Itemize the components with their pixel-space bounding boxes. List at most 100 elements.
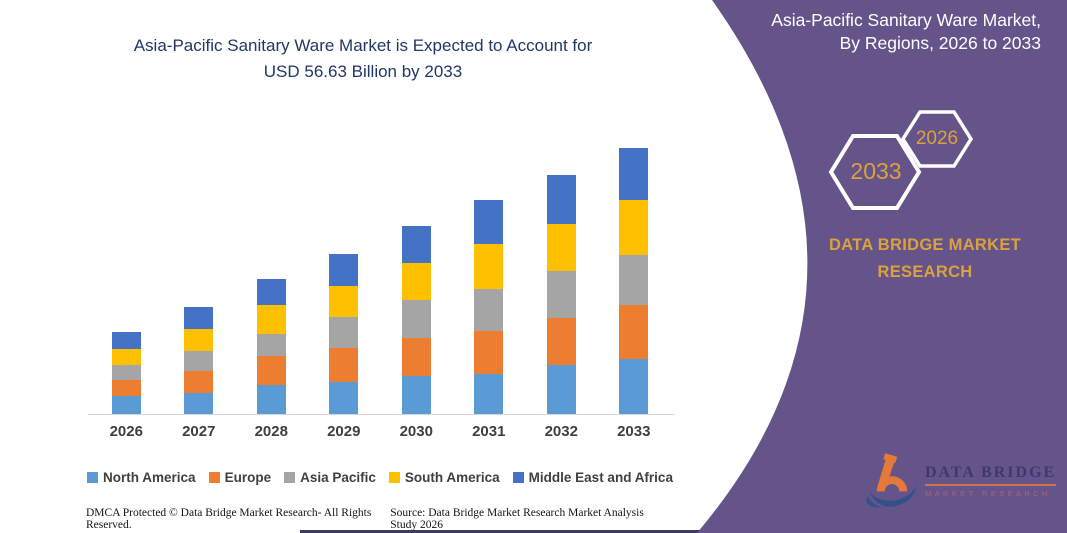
bar-segment-2033-middle-east-and-africa — [619, 148, 649, 201]
brand-name-line2: RESEARCH — [877, 263, 973, 282]
bar-segment-2027-south-america — [184, 328, 214, 351]
logo-tagline: MARKET RESEARCH — [925, 489, 1051, 498]
brand-name-line1: DATA BRIDGE MARKET — [828, 236, 1022, 254]
bar-segment-2031-asia-pacific — [474, 289, 504, 331]
bar-segment-2032-middle-east-and-africa — [546, 174, 576, 224]
legend-item-north-america: North America — [87, 470, 196, 485]
bar-segment-2029-asia-pacific — [329, 317, 359, 348]
bar-2027 — [184, 306, 214, 414]
bar-segment-2028-asia-pacific — [256, 334, 286, 356]
bar-segment-2029-europe — [329, 347, 359, 382]
legend-swatch-icon — [512, 472, 524, 483]
bar-segment-2028-europe — [256, 355, 286, 385]
chart-title-line1: Asia-Pacific Sanitary Ware Market is Exp… — [133, 36, 593, 55]
x-axis-label-2033: 2033 — [617, 423, 651, 440]
legend-swatch-icon — [208, 472, 220, 483]
bar-segment-2026-asia-pacific — [111, 365, 141, 381]
x-axis-label-2027: 2027 — [182, 423, 216, 440]
x-axis-label-2028: 2028 — [254, 423, 288, 440]
hexagon-2026-icon — [900, 110, 974, 168]
bar-segment-2026-south-america — [111, 349, 141, 366]
logo-text: DATA BRIDGE MARKET RESEARCH — [925, 464, 1057, 498]
bar-segment-2030-europe — [401, 338, 431, 376]
bar-segment-2028-middle-east-and-africa — [256, 278, 286, 306]
bar-segment-2027-europe — [184, 371, 214, 394]
bar-segment-2033-asia-pacific — [619, 254, 649, 306]
panel-heading: Asia-Pacific Sanitary Ware Market, By Re… — [771, 9, 1041, 55]
bar-segment-2030-south-america — [401, 263, 431, 301]
panel-heading-line2: By Regions, 2026 to 2033 — [839, 33, 1041, 54]
x-axis-label-2030: 2030 — [399, 423, 433, 440]
bar-segment-2031-europe — [474, 330, 504, 374]
bar-segment-2026-middle-east-and-africa — [111, 332, 141, 350]
bar-segment-2033-north-america — [619, 358, 649, 414]
legend-label: Europe — [224, 470, 272, 485]
x-axis-label-2029: 2029 — [327, 423, 361, 440]
x-axis-label-2026: 2026 — [109, 423, 143, 440]
bar-segment-2026-europe — [111, 380, 141, 396]
bar-2031 — [474, 200, 504, 414]
bar-segment-2030-north-america — [401, 376, 431, 414]
footer: DMCA Protected © Data Bridge Market Rese… — [86, 507, 672, 531]
bar-segment-2027-middle-east-and-africa — [184, 306, 214, 329]
bar-segment-2027-north-america — [184, 393, 214, 414]
hexagon-year-2033: 2033 — [850, 158, 902, 184]
legend-item-south-america: South America — [388, 470, 500, 485]
bar-segment-2027-asia-pacific — [184, 350, 214, 372]
bar-segment-2029-south-america — [329, 286, 359, 318]
bar-segment-2032-south-america — [546, 223, 576, 271]
legend-label: North America — [103, 470, 196, 485]
legend-label: Middle East and Africa — [528, 470, 673, 485]
bar-segment-2032-north-america — [546, 365, 576, 414]
hexagon-year-2026: 2026 — [915, 128, 959, 149]
footer-source-text: Source: Data Bridge Market Research Mark… — [390, 507, 644, 531]
bar-segment-2032-asia-pacific — [546, 270, 576, 318]
bar-2032 — [546, 174, 576, 414]
legend-swatch-icon — [87, 472, 99, 483]
legend-swatch-icon — [284, 472, 296, 483]
legend-item-asia-pacific: Asia Pacific — [284, 470, 376, 485]
bar-segment-2031-south-america — [474, 243, 504, 290]
legend-label: South America — [404, 470, 500, 485]
bar-2026 — [111, 332, 141, 414]
bar-segment-2031-north-america — [474, 373, 504, 414]
data-bridge-logo-icon — [866, 453, 917, 508]
panel-heading-line1: Asia-Pacific Sanitary Ware Market, — [771, 10, 1041, 30]
bar-2033 — [619, 148, 649, 414]
legend-item-middle-east-and-africa: Middle East and Africa — [512, 470, 673, 485]
x-axis-label-2031: 2031 — [472, 423, 506, 440]
bar-segment-2033-south-america — [619, 200, 649, 255]
bar-segment-2028-south-america — [256, 305, 286, 335]
data-bridge-logo: DATA BRIDGE MARKET RESEARCH — [866, 450, 1066, 512]
legend-item-europe: Europe — [208, 470, 272, 485]
x-axis-labels: 2026 2027 2028 2029 2030 2031 2032 2033 — [90, 423, 670, 440]
legend-label: Asia Pacific — [300, 470, 376, 485]
brand-name-text: DATA BRIDGE MARKET RESEARCH — [780, 232, 1067, 286]
logo-name: DATA BRIDGE — [925, 464, 1057, 486]
footer-dmca-text: DMCA Protected © Data Bridge Market Rese… — [86, 507, 372, 531]
bar-segment-2032-europe — [546, 317, 576, 366]
chart-title-line2: USD 56.63 Billion by 2033 — [263, 61, 463, 81]
x-axis-line — [88, 414, 674, 415]
bar-2028 — [256, 278, 286, 414]
bar-segment-2026-north-america — [111, 395, 141, 414]
chart-title: Asia-Pacific Sanitary Ware Market is Exp… — [60, 33, 666, 84]
x-axis-label-2032: 2032 — [544, 423, 578, 440]
stacked-bar-chart — [90, 148, 670, 414]
bar-segment-2030-asia-pacific — [401, 300, 431, 338]
bar-segment-2031-middle-east-and-africa — [474, 200, 504, 244]
chart-legend: North America Europe Asia Pacific South Ame… — [75, 470, 685, 485]
bar-2029 — [329, 253, 359, 414]
bar-segment-2030-middle-east-and-africa — [401, 226, 431, 264]
bar-2030 — [401, 226, 431, 414]
hexagon-2033-icon — [828, 134, 922, 210]
legend-swatch-icon — [388, 472, 400, 483]
hexagons-icon — [828, 110, 974, 210]
bar-segment-2029-middle-east-and-africa — [329, 253, 359, 287]
bottom-divider-line — [300, 530, 1023, 533]
bar-segment-2033-europe — [619, 305, 649, 359]
bar-segment-2028-north-america — [256, 384, 286, 414]
bar-segment-2029-north-america — [329, 381, 359, 414]
